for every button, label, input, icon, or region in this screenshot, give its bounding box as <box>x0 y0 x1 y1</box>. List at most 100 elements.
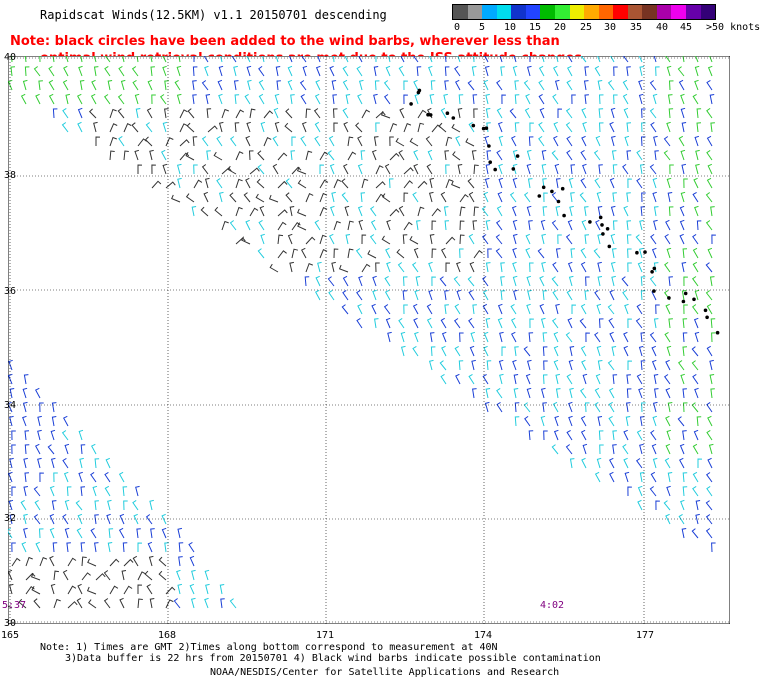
wind-barb <box>538 93 545 105</box>
wind-barb <box>398 65 405 77</box>
wind-barb <box>705 500 713 511</box>
wind-barb <box>597 80 603 91</box>
wind-barb <box>24 430 30 441</box>
wind-barb <box>669 164 674 175</box>
wind-barb <box>428 359 434 371</box>
legend-swatch <box>613 5 628 19</box>
wind-barb <box>135 108 141 119</box>
wind-barb <box>512 65 518 77</box>
wind-barb <box>374 80 380 91</box>
wind-barb <box>329 163 335 175</box>
wind-barb <box>705 290 713 301</box>
wind-barb <box>118 135 125 147</box>
wind-barb <box>245 219 251 231</box>
quality-flag-circle <box>541 185 546 190</box>
legend-label: 30 <box>604 22 617 33</box>
wind-barb <box>417 206 425 217</box>
wind-barb <box>200 206 209 217</box>
wind-barb <box>638 345 644 357</box>
wind-barb <box>277 250 287 259</box>
wind-barb <box>285 178 293 189</box>
wind-barb <box>453 318 461 329</box>
wind-barb <box>389 136 394 147</box>
wind-barb <box>501 94 506 105</box>
wind-barb <box>248 150 254 161</box>
wind-barb <box>525 247 531 259</box>
wind-barb <box>551 220 559 231</box>
wind-barb <box>305 262 313 273</box>
wind-barb <box>206 108 212 119</box>
wind-barb <box>610 107 616 119</box>
wind-barb <box>495 220 503 231</box>
wind-barb <box>510 303 517 315</box>
wind-barb <box>566 429 573 441</box>
wind-barb <box>512 219 518 231</box>
wind-barb <box>53 472 58 483</box>
wind-barb <box>8 401 13 413</box>
wind-barb <box>80 486 86 497</box>
wind-barb <box>497 303 503 315</box>
wind-barb <box>444 56 447 63</box>
wind-barb <box>610 135 616 147</box>
wind-barb <box>682 430 687 441</box>
wind-barb <box>513 56 517 63</box>
wind-barb <box>468 121 475 133</box>
wind-barb <box>472 388 477 399</box>
wind-barb <box>459 206 466 217</box>
wind-barb <box>9 457 14 469</box>
wind-barb <box>709 359 714 371</box>
wind-barb <box>344 56 349 63</box>
wind-barb <box>109 558 120 567</box>
wind-barb <box>543 192 548 203</box>
wind-barb <box>440 107 447 119</box>
wind-barb <box>109 150 115 161</box>
wind-barb <box>622 56 629 63</box>
wind-barb <box>372 289 377 301</box>
wind-barb <box>383 94 391 105</box>
wind-barb <box>47 444 55 455</box>
wind-barb <box>511 331 517 343</box>
wind-barb <box>511 317 517 329</box>
wind-barb <box>77 107 83 119</box>
wind-barb <box>555 248 561 259</box>
wind-barb <box>526 149 532 161</box>
wind-barb <box>541 233 546 245</box>
wind-barb <box>103 570 111 581</box>
wind-barb <box>612 430 617 441</box>
wind-barb <box>580 56 587 63</box>
wind-barb <box>639 219 644 231</box>
wind-barb <box>341 178 349 189</box>
wind-barb <box>360 192 366 203</box>
wind-barb <box>497 121 503 133</box>
wind-barb <box>527 289 532 301</box>
wind-barb <box>22 401 28 413</box>
wind-barb <box>358 79 364 91</box>
lat-label-36: 36 <box>4 286 17 297</box>
wind-barb <box>649 486 657 497</box>
wind-barb <box>291 221 301 231</box>
wind-barb <box>400 331 406 343</box>
wind-barb <box>8 499 14 511</box>
wind-barb <box>258 219 265 231</box>
wind-barb <box>11 430 16 441</box>
wind-barb <box>428 261 433 273</box>
wind-barb <box>23 486 28 497</box>
wind-barb <box>471 150 477 161</box>
wind-barb <box>218 191 224 203</box>
wind-barb <box>53 598 61 609</box>
wind-barb <box>664 233 671 245</box>
wind-barb <box>146 583 153 595</box>
wind-barb <box>511 205 517 217</box>
footer-credit: NOAA/NESDIS/Center for Satellite Applica… <box>210 667 560 678</box>
wind-barb <box>512 261 517 273</box>
wind-barb <box>275 66 281 77</box>
wind-barb <box>542 290 548 301</box>
wind-barb <box>11 557 21 567</box>
wind-barb <box>666 247 672 259</box>
wind-barb <box>396 248 405 259</box>
wind-barb <box>213 151 223 161</box>
wind-barb <box>291 136 296 147</box>
wind-barb <box>357 93 363 105</box>
wind-barb <box>345 234 351 245</box>
wind-barb <box>67 601 78 609</box>
